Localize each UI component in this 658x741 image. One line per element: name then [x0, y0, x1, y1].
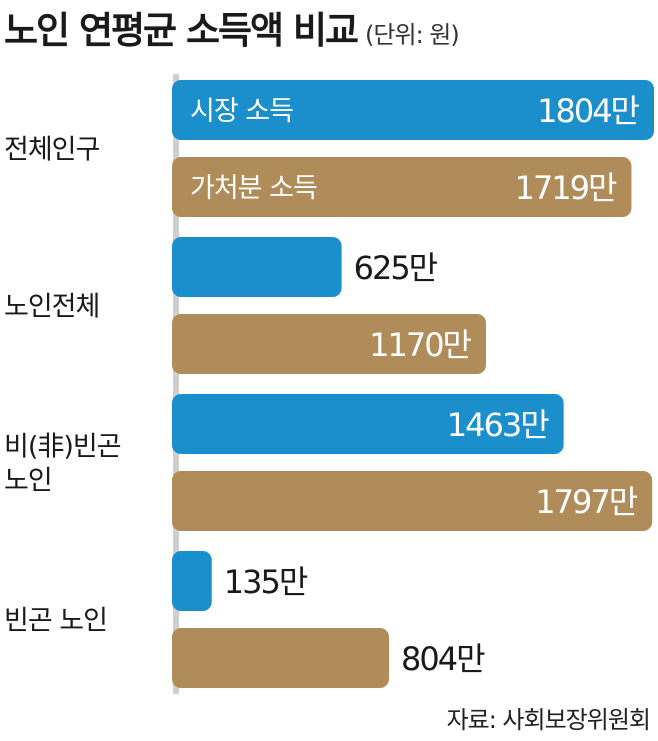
chart-title: 노인 연평균 소득액 비교	[4, 9, 359, 52]
unit-label: (단위: 원)	[365, 21, 460, 49]
data-label: 625만	[354, 249, 438, 287]
bar-disposable-income	[172, 471, 653, 531]
source-note: 자료: 사회보장위원회	[446, 706, 651, 734]
category-label: 비(非)빈곤 노인	[4, 432, 121, 497]
bar-market-income	[172, 551, 212, 611]
category-label: 노인전체	[4, 292, 99, 323]
data-label: 1804만	[537, 92, 639, 130]
category-label: 전체인구	[4, 135, 100, 166]
data-label: 1719만	[515, 169, 617, 207]
category-label: 빈곤 노인	[4, 606, 107, 637]
bar-disposable-income	[172, 157, 632, 217]
series-name-label: 가처분 소득	[190, 173, 317, 204]
bar-disposable-income	[172, 628, 390, 688]
bar-market-income	[172, 80, 654, 140]
bar-market-income	[172, 394, 564, 454]
data-label: 135만	[224, 563, 308, 601]
data-label: 1797만	[535, 483, 637, 521]
title-block: 노인 연평균 소득액 비교 (단위: 원)	[4, 0, 460, 60]
bar-disposable-income	[172, 314, 487, 374]
series-name-label: 시장 소득	[190, 96, 293, 127]
data-label: 1463만	[447, 406, 549, 444]
data-label: 1170만	[369, 326, 471, 364]
data-label: 804만	[401, 640, 485, 678]
bar-market-income	[172, 237, 342, 297]
